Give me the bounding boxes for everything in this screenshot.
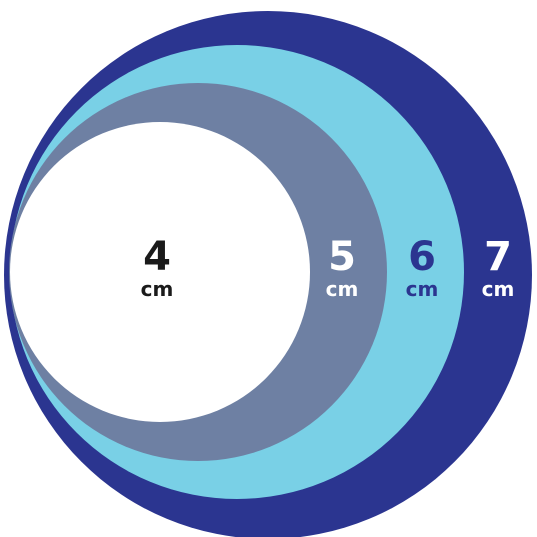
size-value-4: 4: [143, 234, 171, 280]
label-5cm: 5 cm: [307, 237, 377, 299]
circle-4cm: [10, 122, 310, 422]
size-unit-6: cm: [405, 277, 439, 301]
label-6cm: 6 cm: [387, 237, 457, 299]
label-7cm: 7 cm: [463, 237, 533, 299]
size-value-6: 6: [408, 234, 436, 280]
label-4cm: 4 cm: [122, 237, 192, 299]
size-unit-7: cm: [481, 277, 515, 301]
size-unit-5: cm: [325, 277, 359, 301]
size-value-7: 7: [484, 234, 512, 280]
size-unit-4: cm: [140, 277, 174, 301]
size-value-5: 5: [328, 234, 356, 280]
